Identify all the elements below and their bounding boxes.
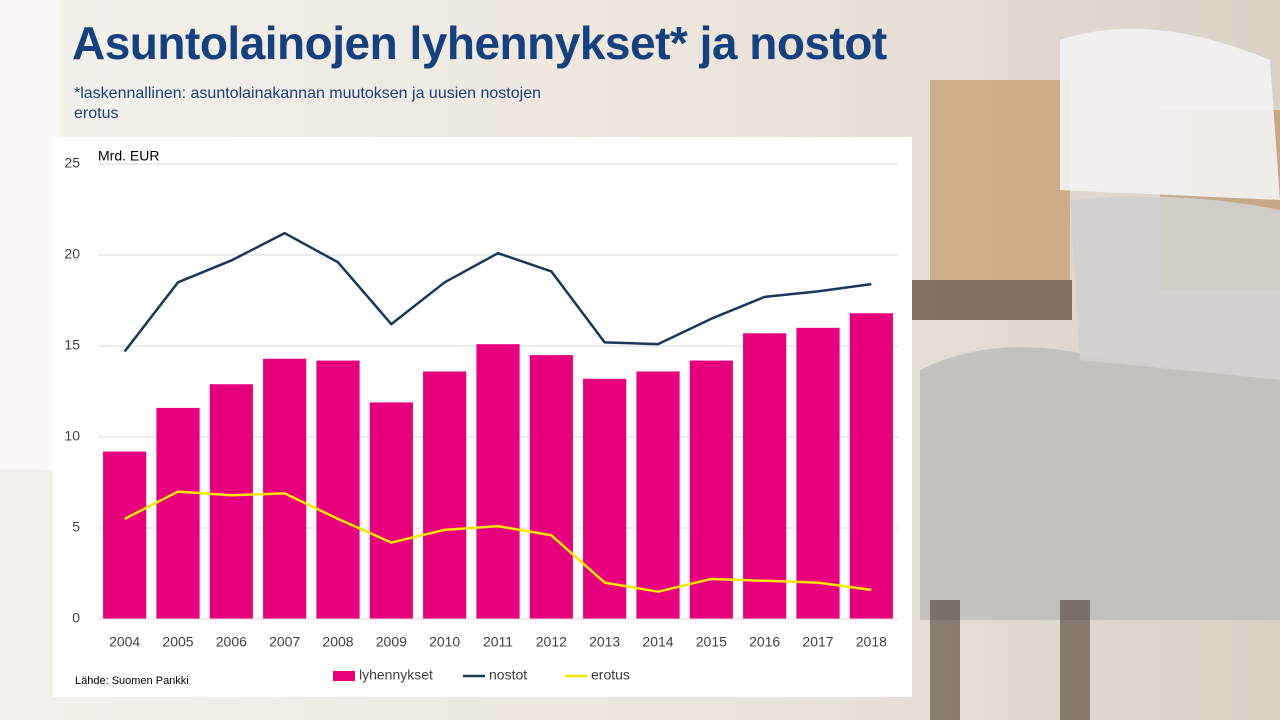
bar bbox=[636, 371, 680, 619]
bar bbox=[423, 371, 467, 619]
source-note: Lähde: Suomen Pankki bbox=[75, 675, 189, 687]
x-tick-label: 2004 bbox=[109, 634, 140, 650]
x-tick-label: 2014 bbox=[642, 634, 673, 650]
x-tick-label: 2013 bbox=[589, 634, 620, 650]
legend-label: erotus bbox=[591, 667, 630, 683]
bar bbox=[529, 355, 573, 619]
bar bbox=[369, 402, 413, 619]
x-tick-label: 2009 bbox=[376, 634, 407, 650]
x-tick-label: 2012 bbox=[536, 634, 567, 650]
bar bbox=[156, 407, 200, 619]
legend-label: lyhennykset bbox=[359, 667, 433, 683]
bar bbox=[849, 313, 893, 619]
x-tick-label: 2016 bbox=[749, 634, 780, 650]
x-tick-label: 2015 bbox=[696, 634, 727, 650]
x-tick-label: 2006 bbox=[216, 634, 247, 650]
bar bbox=[689, 360, 733, 619]
bar bbox=[209, 384, 253, 619]
line bbox=[124, 490, 872, 593]
bar bbox=[263, 358, 307, 619]
bar bbox=[476, 344, 520, 619]
x-tick-label: 2008 bbox=[322, 634, 353, 650]
x-tick-label: 2011 bbox=[483, 634, 513, 650]
bar bbox=[316, 360, 360, 619]
x-tick-label: 2018 bbox=[856, 634, 887, 650]
legend-swatch bbox=[333, 671, 355, 681]
y-tick-label: 0 bbox=[72, 610, 80, 626]
slide-subtitle: *laskennallinen: asuntolainakannan muuto… bbox=[74, 85, 541, 122]
bar bbox=[103, 451, 147, 619]
slide-title: Asuntolainojen lyhennykset* ja nostot bbox=[72, 17, 887, 69]
bar bbox=[743, 333, 787, 619]
bar bbox=[583, 378, 627, 619]
y-tick-label: 15 bbox=[64, 337, 80, 353]
y-axis-unit: Mrd. EUR bbox=[98, 148, 159, 164]
legend-label: nostot bbox=[489, 667, 527, 683]
x-tick-label: 2017 bbox=[802, 634, 833, 650]
bar bbox=[796, 327, 840, 619]
line bbox=[123, 231, 872, 353]
x-tick-label: 2005 bbox=[162, 634, 193, 650]
x-tick-label: 2007 bbox=[269, 634, 300, 650]
x-tick-label: 2010 bbox=[429, 634, 460, 650]
y-tick-label: 25 bbox=[64, 155, 80, 171]
y-tick-label: 20 bbox=[64, 246, 80, 262]
y-tick-label: 10 bbox=[64, 428, 80, 444]
y-tick-label: 5 bbox=[72, 519, 80, 535]
